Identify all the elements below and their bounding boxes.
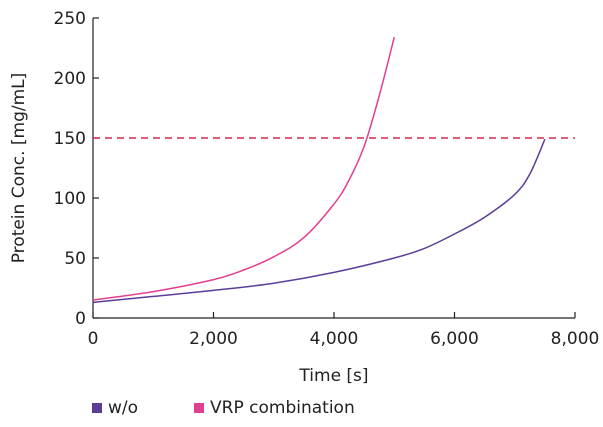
x-tick-label: 8,000 <box>551 329 600 349</box>
x-tick-label: 6,000 <box>430 329 479 349</box>
y-axis-title: Protein Conc. [mg/mL] <box>9 73 29 264</box>
y-ticks: 0 50 100 150 200 250 <box>54 9 99 329</box>
y-tick-label: 200 <box>54 69 86 89</box>
legend-label-w-o: w/o <box>108 398 139 418</box>
legend-item-vrp-combination: VRP combination <box>194 398 355 418</box>
legend: w/o VRP combination <box>92 398 411 418</box>
legend-swatch-vrp-combination <box>194 403 205 413</box>
x-ticks: 0 2,000 4,000 6,000 8,000 <box>88 312 600 349</box>
x-tick-label: 4,000 <box>310 329 359 349</box>
x-tick-label: 0 <box>88 329 99 349</box>
x-tick-label: 2,000 <box>189 329 238 349</box>
series-lines <box>92 37 546 304</box>
y-tick-label: 50 <box>64 249 86 269</box>
legend-label-vrp-combination: VRP combination <box>210 398 355 418</box>
x-axis-title: Time [s] <box>298 366 368 386</box>
legend-item-w-o: w/o <box>92 398 138 418</box>
legend-swatch-w-o <box>92 403 102 413</box>
y-tick-label: 0 <box>75 309 86 329</box>
series-line-vrp-combination <box>92 37 395 301</box>
y-tick-label: 250 <box>54 9 86 29</box>
y-tick-label: 150 <box>54 129 86 149</box>
y-tick-label: 100 <box>54 189 86 209</box>
series-line-w-o <box>92 138 546 304</box>
